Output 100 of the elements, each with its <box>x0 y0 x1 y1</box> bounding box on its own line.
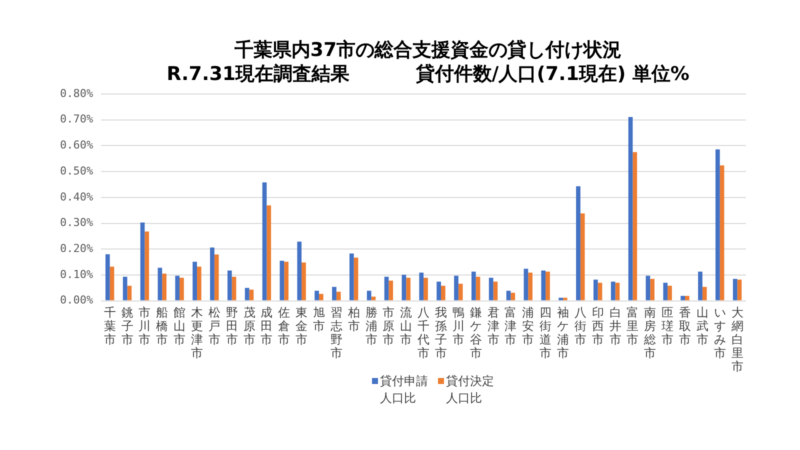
bar <box>402 274 406 300</box>
x-tick-label: 船橋市 <box>156 306 168 347</box>
bar <box>668 286 672 300</box>
x-tick-label: 銚子市 <box>121 306 134 347</box>
x-tick-label: 香取市 <box>678 306 691 347</box>
x-tick-label: 我孫子市 <box>434 306 447 360</box>
bar <box>354 258 358 300</box>
bar <box>650 278 654 300</box>
x-tick-label: 白井市 <box>609 306 622 347</box>
y-tick-label: 0.70% <box>60 112 94 126</box>
x-tick-label: 富里市 <box>626 306 639 347</box>
bar <box>541 270 546 300</box>
y-tick-label: 0.20% <box>60 242 94 255</box>
x-tick-label: 木更津市 <box>190 306 203 360</box>
bar <box>684 296 690 300</box>
chart-subtitle: R.7.31現在調査結果 貸付件数/人口(7.1現在) 単位% <box>166 63 690 85</box>
bar <box>493 282 498 300</box>
y-tick-label: 0.80% <box>60 86 94 100</box>
bar <box>388 280 394 300</box>
x-tick-label: 習志野市 <box>330 306 342 360</box>
bar <box>506 290 511 300</box>
x-tick-label: 東金市 <box>296 306 308 347</box>
bar <box>314 290 319 300</box>
x-tick-label: いすみ市 <box>714 306 726 360</box>
x-tick-label: 茂原市 <box>243 306 256 347</box>
bar <box>424 278 428 300</box>
x-tick-label: 四街道市 <box>540 306 552 360</box>
bar <box>454 276 458 300</box>
bar <box>249 290 254 300</box>
x-tick-label: 市原市 <box>382 306 395 347</box>
bar <box>576 186 580 300</box>
bar <box>436 282 441 300</box>
x-tick-label: 成田市 <box>260 306 273 347</box>
bar <box>227 270 232 300</box>
bar <box>562 298 568 300</box>
bar <box>105 254 110 300</box>
x-tick-label: 勝浦市 <box>365 306 378 347</box>
bar <box>349 253 354 300</box>
bar <box>720 165 724 300</box>
bar <box>318 294 324 300</box>
bar <box>680 296 685 300</box>
bar <box>214 254 219 300</box>
x-tick-label: 旭市 <box>312 306 325 334</box>
x-tick-label: 八街市 <box>574 306 586 347</box>
y-tick-label: 0.00% <box>60 294 94 307</box>
bar <box>127 286 132 300</box>
bar <box>406 278 410 300</box>
bar <box>332 286 336 300</box>
x-tick-label: 千葉市 <box>104 306 116 347</box>
y-tick-label: 0.10% <box>60 268 94 281</box>
x-tick-label: 袖ケ浦市 <box>556 306 569 360</box>
y-tick-label: 0.60% <box>60 138 94 152</box>
bar <box>384 276 389 300</box>
bar <box>716 149 720 300</box>
bar <box>302 262 306 300</box>
bar <box>737 280 742 300</box>
x-tick-label: 南房総市 <box>643 306 656 360</box>
y-tick-label: 0.30% <box>60 216 94 230</box>
bar <box>698 272 702 300</box>
y-tick-label: 0.40% <box>60 190 94 204</box>
bar <box>610 282 616 300</box>
bar <box>646 276 650 300</box>
bar <box>244 288 250 300</box>
bar <box>615 282 620 300</box>
bar <box>175 276 180 300</box>
x-tick-label: 柏市 <box>346 306 360 334</box>
x-tick-label: 君津市 <box>487 306 500 347</box>
x-tick-label: 流山市 <box>400 306 412 347</box>
x-tick-label: 館山市 <box>174 306 186 347</box>
x-tick-label: 市川市 <box>138 306 151 347</box>
bar <box>232 276 236 300</box>
x-tick-label: 富津市 <box>504 306 517 347</box>
bar <box>419 272 424 300</box>
bar <box>580 213 585 300</box>
bar <box>110 266 114 300</box>
x-tick-label: 匝瑳市 <box>662 306 674 347</box>
bar <box>262 182 267 300</box>
bar <box>297 242 302 300</box>
bar <box>140 222 145 300</box>
y-tick-label: 0.50% <box>60 164 94 178</box>
x-tick-label: 鴨川市 <box>452 306 464 347</box>
x-tick-label: 山武市 <box>696 306 708 347</box>
bar <box>702 286 707 300</box>
bar <box>122 276 128 300</box>
chart-title: 千葉県内37市の総合支援資金の貸し付け状況 <box>233 39 623 61</box>
bar <box>180 278 184 300</box>
bar <box>632 152 638 300</box>
x-tick-label: 大網白里市 <box>730 306 744 374</box>
x-tick-label: 鎌ケ谷市 <box>470 306 482 360</box>
bar <box>546 272 550 300</box>
bar <box>663 282 668 300</box>
x-tick-label: 浦安市 <box>522 306 534 347</box>
bar <box>458 284 463 300</box>
bar <box>196 266 202 300</box>
x-tick-label: 印西市 <box>592 306 604 347</box>
bar <box>336 292 341 300</box>
bar <box>558 298 563 300</box>
bar <box>158 268 162 300</box>
bar <box>528 272 532 300</box>
x-tick-label: 八千代市 <box>416 306 430 360</box>
